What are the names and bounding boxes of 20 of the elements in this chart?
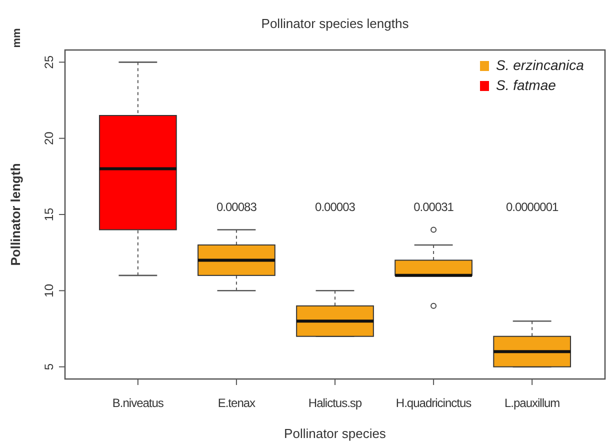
- y-axis-title: Pollinator length: [8, 163, 23, 266]
- x-tick-label: Halictus.sp: [308, 396, 362, 410]
- y-tick-label: 20: [42, 131, 56, 146]
- annotation: 0.00003: [315, 200, 356, 214]
- y-tick-label: 25: [42, 55, 56, 69]
- text: mm: [11, 28, 23, 48]
- legend-label: S. erzincanica: [496, 57, 584, 73]
- annotation: 0.00083: [216, 200, 258, 214]
- x-axis-title: Pollinator species: [284, 426, 386, 441]
- annotation: 0.00031: [414, 200, 454, 214]
- y-tick-label: 10: [42, 284, 56, 298]
- y-tick-label: 15: [42, 208, 56, 222]
- x-tick-label: B.niveatus: [112, 396, 164, 410]
- legend-label: S. fatmae: [496, 77, 556, 93]
- y-tick-label: 5: [42, 363, 56, 370]
- annotation: 0.0000001: [506, 200, 560, 214]
- x-tick-label: H.quadricinctus: [396, 396, 472, 410]
- x-tick-label: L.pauxillum: [504, 396, 560, 410]
- chart-title: Pollinator species lengths: [261, 16, 410, 31]
- x-tick-label: E.tenax: [218, 396, 256, 410]
